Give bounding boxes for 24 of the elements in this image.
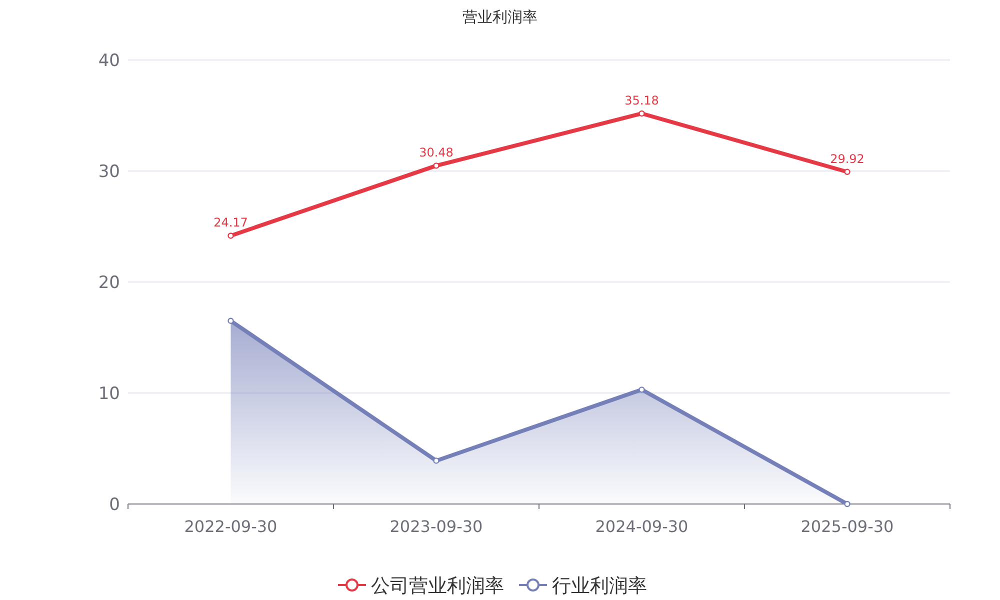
x-tick-label: 2022-09-30	[184, 517, 278, 536]
y-tick-label: 20	[98, 273, 120, 293]
chart-title: 营业利润率	[462, 8, 538, 26]
data-label: 30.48	[419, 146, 454, 160]
point	[844, 168, 850, 175]
x-tick-label: 2024-09-30	[595, 517, 688, 536]
data-label: 35.18	[624, 94, 659, 108]
point	[433, 162, 440, 169]
legend-label: 公司营业利润率	[371, 575, 504, 597]
data-label: 24.17	[214, 216, 248, 230]
legend-label: 行业利润率	[552, 575, 647, 597]
point	[228, 318, 234, 324]
point	[638, 110, 645, 117]
point	[228, 232, 234, 239]
y-tick-label: 10	[98, 384, 120, 404]
y-tick-label: 40	[98, 51, 120, 71]
point	[638, 386, 645, 393]
x-tick-label: 2023-09-30	[390, 517, 483, 536]
point	[844, 500, 850, 508]
y-tick-label: 0	[109, 495, 120, 515]
x-tick-label: 2025-09-30	[800, 517, 894, 536]
point	[433, 458, 440, 464]
data-label: 29.92	[830, 152, 864, 166]
y-tick-label: 30	[98, 162, 120, 182]
